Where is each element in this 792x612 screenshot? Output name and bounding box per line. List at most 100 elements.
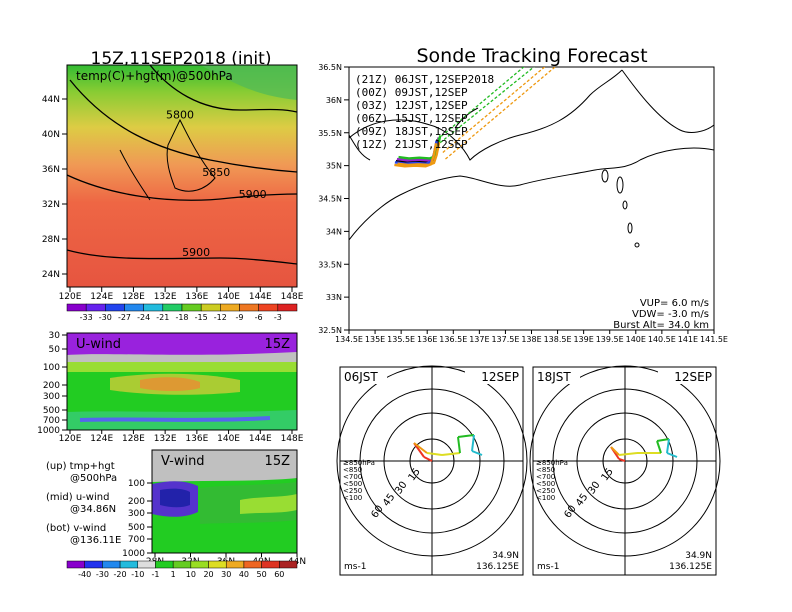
colorbar-swatch bbox=[124, 303, 144, 312]
colorbar-swatch bbox=[105, 303, 125, 312]
vwind-title: V-wind bbox=[161, 454, 205, 469]
hodo-lon: 136.125E bbox=[476, 562, 519, 572]
temp-colorbar: -33 -30 -27 -24 -21 -18 -15 -12 -9 -6 -3 bbox=[66, 303, 298, 322]
colorbar-label: -27 bbox=[118, 313, 131, 322]
x-tick-label: 140E bbox=[626, 335, 646, 344]
hodo-trace bbox=[618, 458, 626, 462]
hodo-trace bbox=[423, 456, 433, 462]
y-tick-label: 500 bbox=[128, 523, 145, 533]
x-tick-label: 136E bbox=[417, 335, 437, 344]
colorbar-label: -1 bbox=[151, 570, 159, 579]
uwind-x-ticks: 120E 124E 128E 132E 136E 140E 144E 148E bbox=[59, 430, 304, 444]
hodo-unit: ms-1 bbox=[344, 562, 366, 572]
hodo-legend-entry: <500 bbox=[343, 480, 362, 488]
colorbar-swatch bbox=[155, 560, 174, 569]
colorbar-swatch bbox=[200, 303, 221, 312]
colorbar-swatch bbox=[137, 560, 156, 569]
map-coast-east bbox=[621, 69, 714, 133]
x-tick-label: 141E bbox=[678, 335, 698, 344]
colorbar-swatch bbox=[277, 303, 298, 312]
hodo-trace bbox=[413, 442, 428, 454]
x-tick-label: 124E bbox=[90, 292, 113, 302]
x-tick-label: 136.5E bbox=[439, 335, 467, 344]
hodo-trace bbox=[426, 452, 443, 456]
colorbar-label: -33 bbox=[80, 313, 93, 322]
y-tick-label: 35N bbox=[326, 162, 342, 171]
x-tick-label: 140E bbox=[217, 434, 240, 444]
y-tick-label: 50 bbox=[49, 345, 61, 355]
colorbar-label: 40 bbox=[239, 570, 249, 579]
hodo-trace bbox=[666, 438, 670, 454]
hodo-label-bg bbox=[658, 368, 715, 384]
hodo-trace bbox=[666, 452, 678, 458]
colorbar-swatch bbox=[208, 560, 227, 569]
colorbar-swatch bbox=[261, 560, 280, 569]
contour-5800 bbox=[149, 65, 297, 113]
x-tick-label: 141.5E bbox=[700, 335, 728, 344]
colorbar-swatch bbox=[172, 560, 192, 569]
colorbar-label: 30 bbox=[221, 570, 231, 579]
temp-labels: temp(C)+hgt(m)@500hPa bbox=[76, 69, 233, 83]
y-tick-label: 100 bbox=[43, 363, 60, 373]
colorbar-label: -30 bbox=[99, 313, 112, 322]
colorbar-swatch bbox=[85, 303, 106, 312]
temp-panel-title: temp(C)+hgt(m)@500hPa bbox=[76, 69, 233, 83]
footnote-bot: (bot) v-wind bbox=[46, 523, 106, 534]
colorbar-swatch bbox=[143, 303, 164, 312]
temp-x-ticks: 120E 124E 128E 132E 136E 140E 144E 148E bbox=[59, 287, 304, 302]
hodo-legend-entry: <100 bbox=[343, 494, 362, 502]
colorbar-swatch bbox=[225, 560, 245, 569]
hodo-legend-entry: ≥850hPa bbox=[343, 459, 375, 467]
x-tick-label: 120E bbox=[59, 292, 82, 302]
colorbar-label: -18 bbox=[175, 313, 188, 322]
track-extrapolation bbox=[445, 67, 556, 160]
hodo-lat: 34.9N bbox=[492, 551, 519, 561]
colorbar-label: -21 bbox=[156, 313, 169, 322]
legend-entry: (09Z) 18JST,12SEP bbox=[355, 125, 468, 138]
colorbar-swatch bbox=[243, 560, 262, 569]
temp-field bbox=[67, 65, 297, 287]
map-coast-north bbox=[349, 69, 623, 161]
hodo-date: 12SEP bbox=[674, 370, 712, 384]
colorbar-label: 1 bbox=[171, 570, 176, 579]
y-tick-label: 28N bbox=[42, 235, 60, 245]
colorbar-swatch bbox=[162, 303, 183, 312]
hodo-trace bbox=[457, 434, 475, 438]
x-tick-label: 136E bbox=[185, 292, 208, 302]
hodo-unit: ms-1 bbox=[537, 562, 559, 572]
hodo-trace bbox=[656, 440, 662, 454]
contour-label: 5900 bbox=[182, 246, 210, 259]
hodo-label-bg bbox=[534, 368, 580, 384]
y-tick-label: 33.5N bbox=[318, 260, 342, 269]
x-tick-label: 139E bbox=[573, 335, 593, 344]
colorbar-swatch bbox=[84, 560, 103, 569]
temp-overlays bbox=[67, 65, 297, 265]
hodo-trace bbox=[441, 452, 461, 456]
hodo-legend-entry: <700 bbox=[536, 473, 555, 481]
y-tick-label: 1000 bbox=[122, 549, 145, 559]
uwind-panel: U-wind 15Z 120E 124E 128E 132E 136E 140E 144E 1… bbox=[37, 331, 304, 444]
hodo-legend-entry: ≥850hPa bbox=[536, 459, 568, 467]
y-tick-label: 34.5N bbox=[318, 195, 342, 204]
colorbar-label: 20 bbox=[203, 570, 213, 579]
colorbar-label: -30 bbox=[96, 570, 109, 579]
x-tick-label: 128E bbox=[122, 292, 145, 302]
hodo-trace bbox=[471, 450, 483, 456]
colorbar-label: -40 bbox=[78, 570, 91, 579]
map-legend: (21Z) 06JST,12SEP2018(00Z) 09JST,12SEP(0… bbox=[355, 73, 494, 151]
tracking-map: 134.5E 135E 135.5E 136E 136.5E 137E 137.5E 138E… bbox=[318, 63, 728, 344]
hodo-trace bbox=[457, 436, 461, 454]
colorbar-label: -6 bbox=[255, 313, 263, 322]
hodo-legend-entry: <850 bbox=[343, 466, 362, 474]
contour-label: 5900 bbox=[239, 188, 267, 201]
hodo-time: 06JST bbox=[344, 370, 378, 384]
uwind-title: U-wind bbox=[76, 337, 121, 352]
hodo-legend-entry: <100 bbox=[536, 494, 555, 502]
hodo-time: 18JST bbox=[537, 370, 571, 384]
colorbar-label: 50 bbox=[257, 570, 267, 579]
y-tick-label: 200 bbox=[128, 497, 145, 507]
hodo-lon: 136.125E bbox=[669, 562, 712, 572]
colorbar-label: 10 bbox=[186, 570, 196, 579]
